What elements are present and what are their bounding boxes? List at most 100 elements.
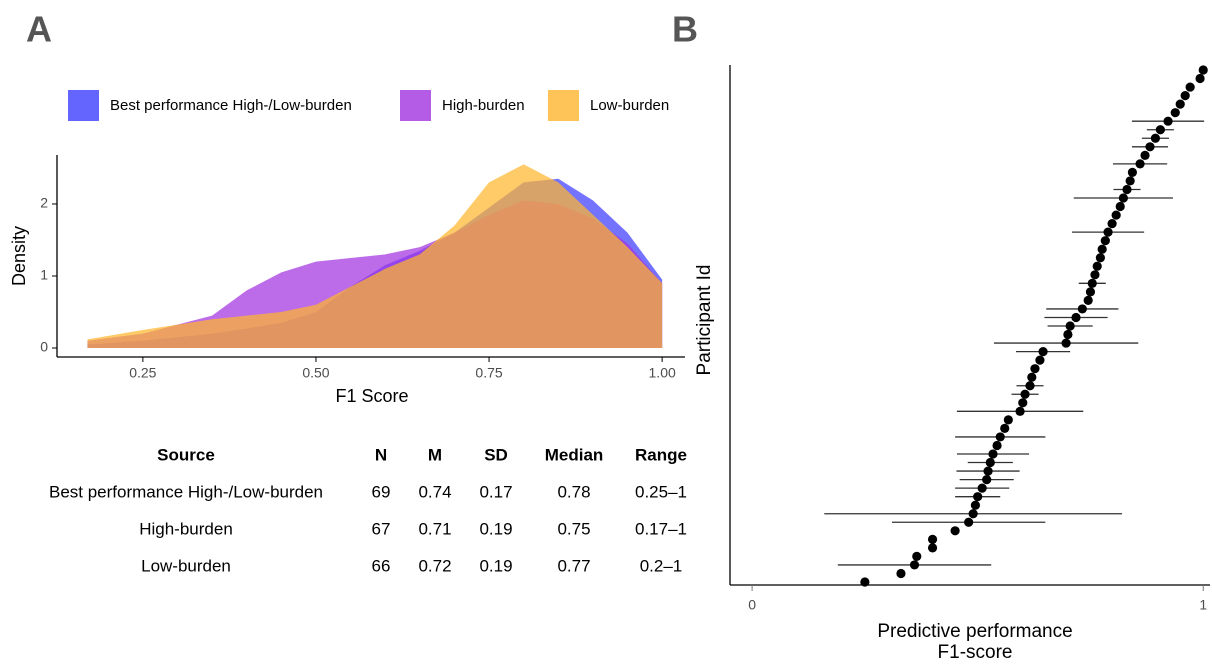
table-header: N — [375, 445, 387, 464]
y-tick-label: 2 — [40, 195, 48, 211]
x-tick-label: 1.00 — [649, 365, 676, 381]
legend-swatch — [68, 90, 99, 121]
point — [1163, 116, 1173, 126]
y-axis-title: Participant Id — [694, 265, 715, 376]
point — [1125, 176, 1135, 186]
x-axis-title: F1-score — [938, 642, 1013, 663]
point — [983, 466, 993, 476]
point — [1097, 244, 1107, 254]
legend-label: Best performance High-/Low-burden — [110, 97, 352, 114]
table-header: SD — [484, 445, 508, 464]
point — [1155, 125, 1165, 135]
point — [927, 543, 938, 553]
point — [1198, 65, 1208, 75]
table-header: Median — [545, 445, 604, 464]
point — [1085, 287, 1096, 297]
point — [1115, 201, 1125, 212]
table-cell: 0.17–1 — [635, 519, 687, 538]
table-cell: 69 — [372, 482, 391, 501]
x-axis-title: Predictive performance — [877, 621, 1072, 642]
point — [1095, 253, 1105, 263]
point — [1118, 193, 1128, 203]
table-header: Source — [157, 445, 215, 464]
point — [1122, 184, 1132, 195]
point — [988, 449, 998, 459]
point — [950, 526, 960, 536]
table-cell: 66 — [372, 556, 391, 575]
point — [1030, 364, 1040, 374]
table-cell: 0.2–1 — [640, 556, 683, 575]
x-tick-label: 1 — [1199, 597, 1207, 613]
point — [985, 457, 995, 468]
legend-label: Low-burden — [590, 97, 669, 114]
density-area — [87, 164, 663, 348]
point — [970, 500, 981, 510]
table-cell: 0.25–1 — [635, 482, 687, 501]
point — [977, 483, 987, 493]
table-cell: 0.19 — [479, 556, 512, 575]
x-tick-label: 0.25 — [129, 365, 156, 381]
point — [1195, 73, 1205, 84]
point — [1071, 312, 1081, 323]
point — [1145, 142, 1155, 152]
point — [1135, 159, 1145, 169]
point — [992, 440, 1002, 451]
legend-swatch — [400, 90, 431, 121]
table-cell: 0.17 — [479, 482, 512, 501]
point — [995, 432, 1005, 442]
point — [1140, 150, 1150, 160]
point — [973, 492, 983, 502]
legend-label: High-burden — [442, 97, 525, 114]
y-tick-label: 0 — [40, 339, 48, 355]
point — [909, 560, 920, 570]
point — [1083, 295, 1093, 305]
point — [1038, 347, 1048, 357]
point — [1018, 398, 1028, 408]
y-tick-label: 1 — [40, 267, 48, 283]
point — [1090, 270, 1100, 280]
table-cell: 0.72 — [418, 556, 451, 575]
y-axis-title: Density — [9, 226, 29, 286]
table-cell: 67 — [372, 519, 391, 538]
table-cell: 0.19 — [479, 519, 512, 538]
table-cell: 0.71 — [418, 519, 451, 538]
point — [1087, 278, 1097, 288]
point — [927, 534, 938, 544]
point — [1111, 210, 1121, 220]
x-tick-label: 0 — [748, 597, 756, 613]
point — [1000, 423, 1010, 433]
point — [1020, 389, 1030, 399]
x-tick-label: 0.75 — [475, 365, 502, 381]
point — [1180, 91, 1190, 101]
point — [982, 475, 992, 485]
point — [1035, 355, 1045, 365]
table-header: Range — [635, 445, 687, 464]
table-cell: High-burden — [139, 519, 233, 538]
point — [1127, 167, 1138, 177]
point — [1092, 261, 1102, 271]
legend-swatch — [548, 90, 579, 121]
table-cell: Best performance High-/Low-burden — [49, 482, 323, 501]
point — [1100, 236, 1110, 246]
point — [1003, 415, 1013, 425]
x-axis-title: F1 Score — [335, 386, 408, 406]
table-cell: 0.75 — [557, 519, 590, 538]
panel-label: B — [672, 9, 698, 50]
point — [1015, 406, 1025, 416]
point — [1027, 372, 1037, 382]
table-header: M — [428, 445, 442, 464]
table-cell: 0.74 — [418, 482, 451, 501]
point — [896, 568, 906, 579]
table-cell: Low-burden — [141, 556, 231, 575]
point — [1170, 108, 1180, 118]
point — [912, 551, 922, 562]
point — [1065, 321, 1075, 331]
panel-label: A — [26, 9, 52, 50]
x-tick-label: 0.50 — [302, 365, 329, 381]
point — [1025, 381, 1035, 391]
point — [968, 509, 978, 519]
point — [1107, 219, 1117, 229]
point — [860, 577, 870, 587]
table-cell: 0.77 — [557, 556, 590, 575]
